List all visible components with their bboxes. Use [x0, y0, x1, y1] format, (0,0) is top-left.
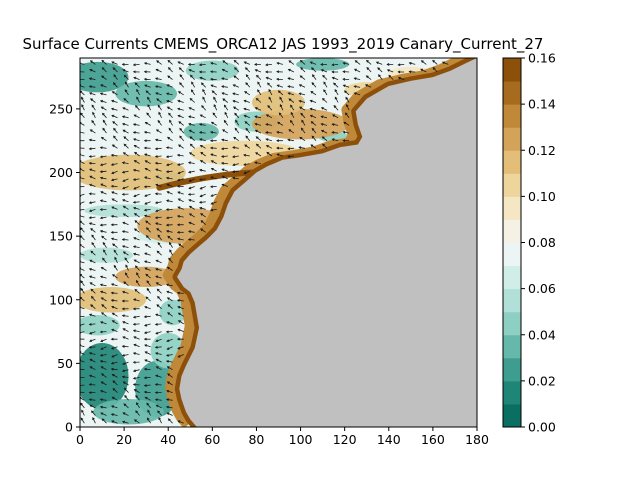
x-tick-label: 120 — [333, 432, 357, 447]
x-axis: 0 20 40 60 80 100 120 140 160 180 — [76, 427, 489, 447]
x-tick-label: 0 — [76, 432, 84, 447]
colorbar-level — [503, 242, 521, 267]
colorbar-tick-label: 0.02 — [528, 373, 556, 388]
colorbar-tick-label: 0.10 — [528, 189, 556, 204]
colorbar-tick-label: 0.16 — [528, 51, 556, 66]
colorbar-level — [503, 104, 521, 128]
x-tick-label: 160 — [421, 432, 445, 447]
speed-patch — [93, 399, 164, 425]
colorbar-level — [503, 81, 521, 105]
colorbar-level — [503, 334, 521, 359]
colorbar-level — [503, 173, 521, 197]
colorbar-level — [503, 311, 521, 336]
speed-patch — [84, 204, 164, 218]
quiver-arrows — [80, 59, 449, 424]
colorbar-tick-label: 0.12 — [528, 143, 556, 158]
x-tick-label: 180 — [465, 432, 489, 447]
axes-frame — [79, 57, 478, 428]
colorbar-level — [503, 380, 521, 405]
chart-title: Surface Currents CMEMS_ORCA12 JAS 1993_2… — [23, 35, 544, 54]
x-tick-label: 80 — [248, 432, 264, 447]
y-tick-label: 250 — [49, 101, 73, 116]
colorbar-level — [503, 150, 521, 174]
colorbar-level — [503, 265, 521, 290]
y-tick-label: 0 — [65, 420, 73, 435]
x-tick-label: 60 — [204, 432, 220, 447]
upwelling-jet-outer — [162, 58, 470, 427]
colorbar-level — [503, 288, 521, 313]
colorbar-tick-label: 0.14 — [528, 97, 556, 112]
speed-patch — [115, 266, 178, 288]
colorbar-level — [503, 196, 521, 220]
speed-patch — [80, 247, 133, 263]
y-tick-label: 200 — [49, 165, 73, 180]
colorbar-level — [503, 58, 521, 82]
colorbar-level — [503, 357, 521, 382]
y-axis: 0 50 100 150 200 250 — [49, 101, 80, 435]
speed-patch — [252, 89, 305, 116]
x-tick-label: 40 — [160, 432, 176, 447]
colorbar-level — [503, 127, 521, 151]
colorbar-level — [503, 403, 521, 428]
current-vectors — [80, 59, 449, 424]
x-tick-label: 140 — [377, 432, 401, 447]
colorbar-ticks: 0.00 0.02 0.04 0.06 0.08 0.10 0.12 0.14 0.16 — [521, 51, 556, 435]
colorbar-tick-label: 0.08 — [528, 235, 556, 250]
colorbar-tick-label: 0.06 — [528, 281, 556, 296]
x-tick-label: 20 — [116, 432, 132, 447]
plot-area — [80, 58, 477, 427]
colorbar-tick-label: 0.04 — [528, 327, 556, 342]
x-tick-label: 100 — [289, 432, 313, 447]
colorbar-frame — [502, 57, 522, 428]
speed-patch — [80, 315, 120, 336]
colorbar — [503, 58, 521, 428]
colorbar-level — [503, 219, 521, 243]
y-tick-label: 150 — [49, 229, 73, 244]
y-tick-label: 100 — [49, 292, 73, 307]
colorbar-tick-label: 0.00 — [528, 420, 556, 435]
land-mask — [177, 58, 477, 427]
y-tick-label: 50 — [57, 356, 73, 371]
